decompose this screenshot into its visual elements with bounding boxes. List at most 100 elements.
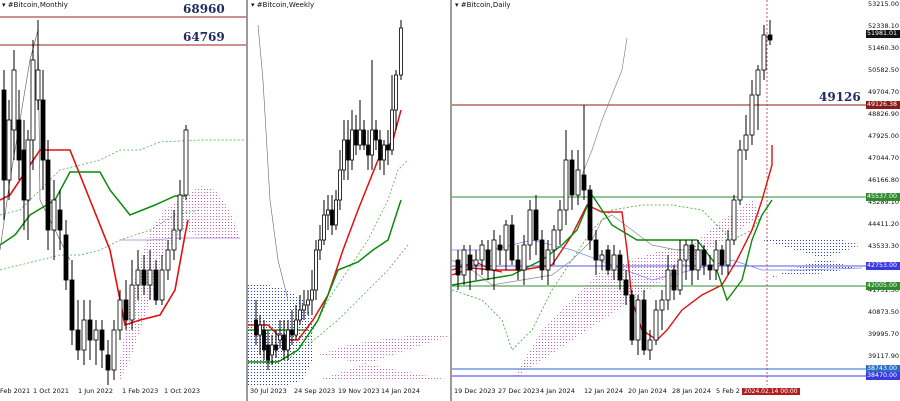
daily-candle (707, 264, 713, 271)
daily-candle (671, 269, 677, 291)
monthly-candle (105, 354, 111, 371)
price-level-tag: 42753.00 (866, 262, 900, 270)
weekly-candle (306, 299, 310, 306)
price-tick-label: 50582.50 (868, 66, 900, 74)
daily-candle (593, 239, 599, 261)
weekly-x-label: 14 Jan 2024 (381, 387, 420, 395)
monthly-title: #Bitcoin,Monthly (7, 1, 68, 9)
daily-candle (467, 254, 473, 271)
monthly-chart-canvas (0, 16, 246, 385)
monthly-candle (87, 319, 93, 341)
monthly-candle (1, 89, 7, 181)
chart-menu-icon[interactable]: ▾ (251, 1, 255, 9)
daily-candle (545, 249, 551, 271)
monthly-level-high-label: 68960 (183, 2, 225, 16)
weekly-candle (258, 324, 262, 336)
daily-candle (533, 209, 539, 241)
daily-x-label: 27 Dec 2023 (498, 387, 540, 395)
price-tick-label: 47044.70 (868, 154, 900, 162)
monthly-x-label: 1 Feb 2023 (122, 387, 159, 395)
upper-dashed (452, 204, 763, 351)
weekly-candle (286, 329, 290, 351)
monthly-candle (75, 329, 81, 351)
senkou-line (120, 237, 240, 241)
monthly-candle (165, 249, 171, 271)
monthly-candle (40, 99, 46, 161)
monthly-candle (117, 299, 123, 331)
daily-candle (731, 199, 737, 241)
weekly-candle (334, 199, 338, 226)
daily-candle (587, 189, 593, 241)
price-level-tag: 51981.01 (866, 30, 900, 38)
weekly-candle (322, 214, 326, 241)
weekly-candle (338, 169, 342, 201)
weekly-x-label: 24 Sep 2023 (294, 387, 336, 395)
daily-candle (683, 244, 689, 261)
monthly-candle (81, 319, 87, 351)
monthly-candle (135, 269, 141, 286)
weekly-candle (310, 289, 314, 301)
daily-candle (653, 309, 659, 341)
price-tick-label: 40873.50 (868, 308, 900, 316)
weekly-candle (294, 319, 298, 336)
daily-candle (491, 239, 497, 271)
weekly-candle (399, 27, 403, 76)
daily-candle (647, 339, 653, 351)
monthly-candle (45, 159, 51, 231)
weekly-candle (318, 239, 322, 251)
monthly-candle (183, 129, 189, 196)
daily-candle (677, 259, 683, 291)
chart-menu-icon[interactable]: ▾ (455, 1, 459, 9)
daily-title: #Bitcoin,Daily (460, 1, 511, 9)
weekly-chart-panel[interactable]: ▾ #Bitcoin,Weekly 30 Jul 2023 24 Sep 202… (248, 0, 450, 401)
price-level-tag: 42005.00 (866, 282, 900, 290)
crosshair-time-tag: 2024.02.14 00:00 (742, 388, 800, 395)
monthly-candle (93, 329, 99, 341)
weekly-candle (374, 129, 378, 141)
chart-menu-icon[interactable]: ▾ (2, 1, 6, 9)
monthly-candle (123, 299, 129, 321)
monthly-x-label: 1 Jun 2022 (78, 387, 113, 395)
daily-candle (617, 254, 623, 281)
weekly-candle (266, 344, 270, 361)
daily-candle (701, 249, 707, 266)
daily-candle (749, 94, 755, 136)
weekly-x-label: 30 Jul 2023 (250, 387, 287, 395)
ichimoku-cloud-magenta (512, 200, 762, 380)
price-tick-label: 51460.30 (868, 44, 900, 52)
daily-candle (581, 174, 587, 191)
daily-candle (689, 244, 695, 271)
weekly-candle (278, 334, 282, 341)
monthly-candle (25, 139, 31, 201)
daily-candle (515, 259, 521, 271)
weekly-candle (350, 129, 354, 161)
lower-channel-dashed (0, 209, 201, 271)
weekly-candle (302, 304, 306, 311)
price-tick-label: 39995.70 (868, 330, 900, 338)
daily-chart-panel[interactable]: ▾ #Bitcoin,Daily 49126 19 Dec 2023 27 De… (452, 0, 900, 401)
price-level-tag: 38743.00 (866, 365, 900, 373)
price-tick-label: 44411.20 (868, 220, 900, 228)
monthly-candle (147, 269, 153, 286)
monthly-x-label: Feb 2021 (0, 387, 31, 395)
price-level-tag: 45537.00 (866, 193, 900, 201)
daily-candle (497, 244, 503, 251)
daily-candle (551, 229, 557, 251)
monthly-chart-panel[interactable]: ▾ #Bitcoin,Monthly 68960 64769 Feb 2021 … (0, 0, 246, 401)
monthly-x-label: 1 Oct 2023 (164, 387, 201, 395)
monthly-candle (51, 199, 57, 231)
price-level-tag: 38470.00 (866, 372, 900, 380)
monthly-candle (153, 269, 159, 301)
daily-candle (563, 159, 569, 211)
panel-separator[interactable] (450, 0, 452, 401)
daily-level-label: 49126 (819, 90, 861, 104)
panel-separator[interactable] (246, 0, 248, 401)
price-tick-label: 43533.30 (868, 242, 900, 250)
daily-candle (461, 249, 467, 276)
daily-candle (755, 69, 761, 96)
kijun-line (452, 193, 773, 302)
monthly-candle (57, 209, 63, 231)
weekly-candle (366, 144, 370, 156)
price-tick-label: 46166.80 (868, 176, 900, 184)
daily-candle (557, 209, 563, 231)
